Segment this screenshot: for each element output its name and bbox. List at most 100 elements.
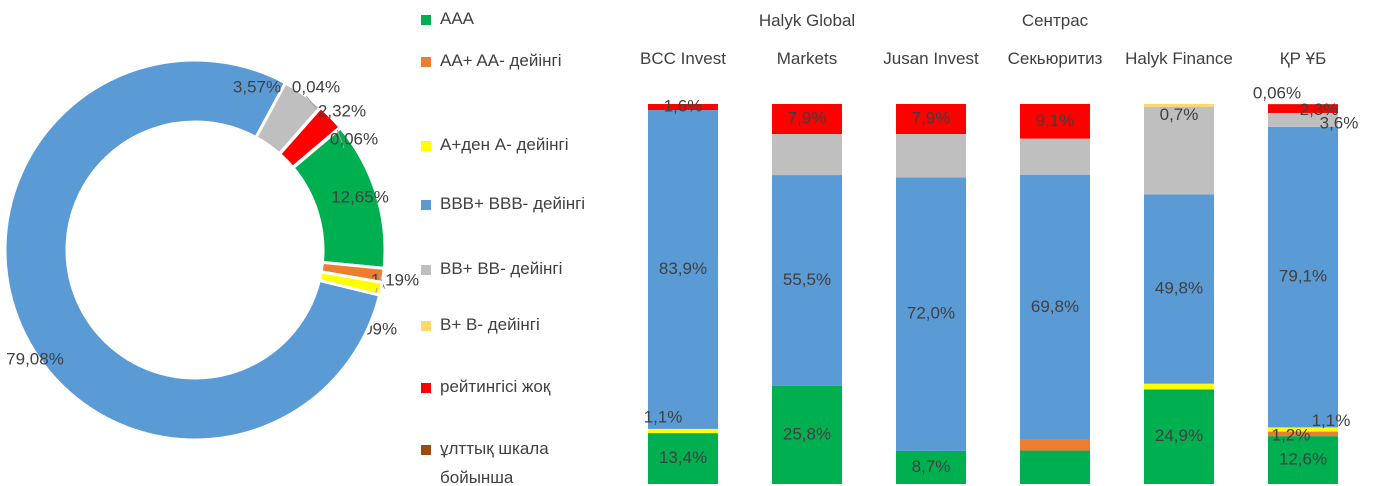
- bar-segment: [1020, 138, 1090, 175]
- text-line: Markets: [777, 49, 837, 68]
- category-label: Halyk Finance: [1125, 49, 1233, 68]
- bar-segment: [896, 104, 966, 135]
- segment-label: 7,9%: [788, 108, 827, 127]
- bar-segment: [772, 175, 842, 386]
- text-line: BBB+ BBB- дейінгі: [440, 194, 585, 213]
- segment-label: 7,9%: [912, 108, 951, 127]
- bar-segment: [1144, 104, 1214, 107]
- category-label: ҚР ҰБ: [1280, 49, 1327, 68]
- bar-segment: [1020, 174, 1090, 440]
- segment-label: 8,7%: [912, 457, 951, 476]
- segment-label: 72,0%: [907, 304, 955, 323]
- bar-segment: [1268, 104, 1338, 113]
- text-line: AAA: [440, 9, 475, 28]
- segment-label: 0,06%: [1253, 84, 1301, 103]
- legend-swatch: [421, 15, 431, 25]
- text-line: BB+ BB- дейінгі: [440, 259, 562, 278]
- segment-label: 83,9%: [659, 259, 707, 278]
- segment-label: 25,8%: [783, 424, 831, 443]
- slice-label: 0,06%: [330, 129, 378, 148]
- text-line: ұлттық шкала: [440, 439, 549, 458]
- bar-segment: [1268, 431, 1338, 437]
- segment-label: 1,1%: [644, 407, 683, 426]
- bar-segment: [1020, 450, 1090, 484]
- bar-segment: [1144, 389, 1214, 484]
- leader-line: [305, 95, 319, 111]
- legend-swatch: [421, 265, 431, 275]
- bar-segment: [1144, 106, 1214, 195]
- slice-label: 79,08%: [6, 349, 64, 368]
- bar-segment: [772, 134, 842, 176]
- bar-segment: [1268, 427, 1338, 432]
- legend-label: AA+ AA- дейінгі: [440, 51, 561, 70]
- segment-label: 24,9%: [1155, 426, 1203, 445]
- segment-label: 12,6%: [1279, 450, 1327, 469]
- category-label: BCC Invest: [640, 49, 726, 68]
- segment-label: 55,5%: [783, 270, 831, 289]
- slice-label: 2,32%: [318, 101, 366, 120]
- donut-slice: [3, 58, 382, 442]
- segment-label: 0,7%: [1160, 105, 1199, 124]
- bar-segment: [648, 110, 718, 429]
- legend-swatch: [421, 57, 431, 67]
- legend-swatch: [421, 200, 431, 210]
- segment-label: 79,1%: [1279, 267, 1327, 286]
- bar-segment: [1020, 439, 1090, 451]
- text-line: Сентрас: [1022, 11, 1089, 30]
- segment-label: 69,8%: [1031, 297, 1079, 316]
- text-line: A+ден A- дейінгі: [440, 135, 569, 154]
- legend-label: AAA: [440, 9, 475, 28]
- bar-segment: [648, 428, 718, 434]
- leader-line: [336, 129, 345, 149]
- legend-label: A+ден A- дейінгі: [440, 135, 569, 154]
- bar-segment: [648, 104, 718, 111]
- legend-swatch: [421, 383, 431, 393]
- slice-label: 0,04%: [292, 77, 340, 96]
- bar-segment: [1268, 436, 1338, 484]
- segment-label: 1,6%: [664, 97, 703, 116]
- text-line: Halyk Finance: [1125, 49, 1233, 68]
- text-line: Секьюритиз: [1008, 49, 1103, 68]
- segment-label: 1,2%: [1272, 425, 1311, 444]
- text-line: ҚР ҰБ: [1280, 49, 1327, 68]
- bar-segment: [896, 177, 966, 451]
- legend-label: ұлттық шкала бойынша: [440, 439, 549, 486]
- segment-label: 2,3%: [1300, 100, 1339, 119]
- bar-segment: [1268, 126, 1338, 428]
- legend-label: B+ B- дейінгі: [440, 315, 540, 334]
- bar-segment: [648, 433, 718, 484]
- segment-label: 1,1%: [1312, 411, 1351, 430]
- text-line: B+ B- дейінгі: [440, 315, 540, 334]
- bar-segment: [896, 450, 966, 484]
- legend-label: BB+ BB- дейінгі: [440, 259, 562, 278]
- donut-slice: [290, 125, 343, 170]
- slice-label: 12,65%: [331, 187, 389, 206]
- text-line: BCC Invest: [640, 49, 726, 68]
- bar-segment: [1020, 104, 1090, 139]
- text-line: рейтингісі жоқ: [440, 377, 551, 396]
- legend-swatch: [421, 141, 431, 151]
- text-line: AA+ AA- дейінгі: [440, 51, 561, 70]
- category-label: Jusan Invest: [883, 49, 979, 68]
- text-line: бойынша: [440, 468, 514, 486]
- bar-segment: [772, 385, 842, 484]
- segment-label: 13,4%: [659, 448, 707, 467]
- category-label: Сентрас Секьюритиз: [1008, 11, 1103, 68]
- bar-segment: [1268, 113, 1338, 127]
- segment-label: 9,1%: [1036, 111, 1075, 130]
- text-line: Jusan Invest: [883, 49, 979, 68]
- legend-swatch: [421, 321, 431, 331]
- bar-segment: [1144, 383, 1214, 390]
- slice-label: 3,57%: [233, 77, 281, 96]
- legend-swatch: [421, 445, 431, 455]
- text-line: Halyk Global: [759, 11, 855, 30]
- segment-label: 49,8%: [1155, 279, 1203, 298]
- category-label: Halyk Global Markets: [759, 11, 855, 68]
- segment-label: 3,6%: [1320, 113, 1359, 132]
- bar-segment: [1144, 194, 1214, 384]
- bar-segment: [772, 104, 842, 135]
- bar-segment: [896, 134, 966, 178]
- legend-label: BBB+ BBB- дейінгі: [440, 194, 585, 213]
- legend-label: рейтингісі жоқ: [440, 377, 551, 396]
